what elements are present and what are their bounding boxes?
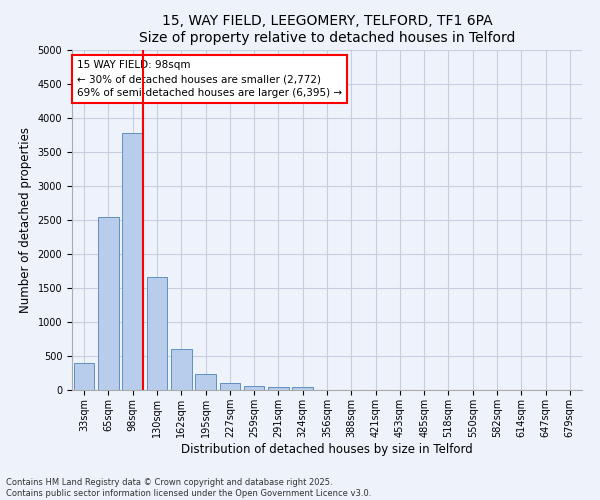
Y-axis label: Number of detached properties: Number of detached properties xyxy=(19,127,32,313)
Bar xyxy=(74,364,94,390)
Bar xyxy=(98,218,119,390)
Bar xyxy=(292,388,313,390)
Bar xyxy=(146,277,167,390)
Text: 15 WAY FIELD: 98sqm
← 30% of detached houses are smaller (2,772)
69% of semi-det: 15 WAY FIELD: 98sqm ← 30% of detached ho… xyxy=(77,60,342,98)
Bar xyxy=(122,133,143,390)
Bar xyxy=(195,374,216,390)
Bar xyxy=(220,383,240,390)
Title: 15, WAY FIELD, LEEGOMERY, TELFORD, TF1 6PA
Size of property relative to detached: 15, WAY FIELD, LEEGOMERY, TELFORD, TF1 6… xyxy=(139,14,515,44)
Bar xyxy=(171,348,191,390)
Bar xyxy=(268,388,289,390)
Bar xyxy=(244,386,265,390)
Text: Contains HM Land Registry data © Crown copyright and database right 2025.
Contai: Contains HM Land Registry data © Crown c… xyxy=(6,478,371,498)
X-axis label: Distribution of detached houses by size in Telford: Distribution of detached houses by size … xyxy=(181,442,473,456)
